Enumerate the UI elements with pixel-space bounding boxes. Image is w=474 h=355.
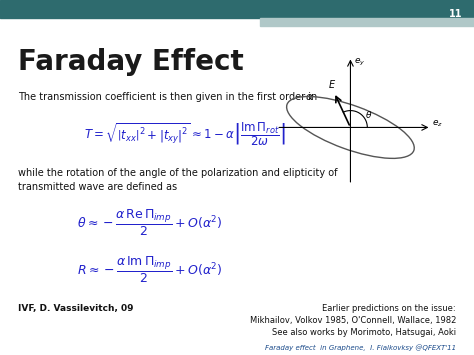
Text: Mikhailov, Volkov 1985, O'Connell, Wallace, 1982: Mikhailov, Volkov 1985, O'Connell, Walla… (250, 316, 456, 325)
Text: 11: 11 (448, 9, 462, 19)
Text: $R \approx -\dfrac{\alpha\,\mathrm{Im}\,\Pi_{imp}}{2} + O(\alpha^2)$: $R \approx -\dfrac{\alpha\,\mathrm{Im}\,… (77, 255, 223, 285)
Text: Faraday Effect: Faraday Effect (18, 48, 244, 76)
Text: $\theta$: $\theta$ (365, 109, 372, 120)
Text: transmitted wave are defined as: transmitted wave are defined as (18, 182, 177, 192)
Text: Faraday effect  in Graphene,  I. Fialkovksy @QFEXT'11: Faraday effect in Graphene, I. Fialkovks… (265, 344, 456, 351)
Bar (260, 18, 474, 26)
Text: The transmission coefficient is then given in the first order in: The transmission coefficient is then giv… (18, 92, 320, 102)
Text: Earlier predictions on the issue:: Earlier predictions on the issue: (322, 304, 456, 313)
Text: $T = \sqrt{\left|t_{xx}\right|^2 + \left|t_{xy}\right|^2}\approx 1 - \alpha\left: $T = \sqrt{\left|t_{xx}\right|^2 + \left… (84, 120, 286, 148)
Text: IVF, D. Vassilevitch, 09: IVF, D. Vassilevitch, 09 (18, 304, 134, 313)
Text: $E$: $E$ (328, 78, 337, 89)
Text: $e_y$: $e_y$ (354, 56, 365, 68)
Text: See also works by Morimoto, Hatsugai, Aoki: See also works by Morimoto, Hatsugai, Ao… (272, 328, 456, 337)
Text: $\theta \approx -\dfrac{\alpha\,\mathrm{Re}\,\Pi_{imp}}{2} + O(\alpha^2)$: $\theta \approx -\dfrac{\alpha\,\mathrm{… (77, 208, 223, 238)
Text: while the rotation of the angle of the polarization and elipticity of: while the rotation of the angle of the p… (18, 168, 337, 178)
Text: $e_z$: $e_z$ (432, 118, 443, 129)
Text: $\alpha$: $\alpha$ (305, 92, 314, 102)
Bar (0, 0, 474, 18)
